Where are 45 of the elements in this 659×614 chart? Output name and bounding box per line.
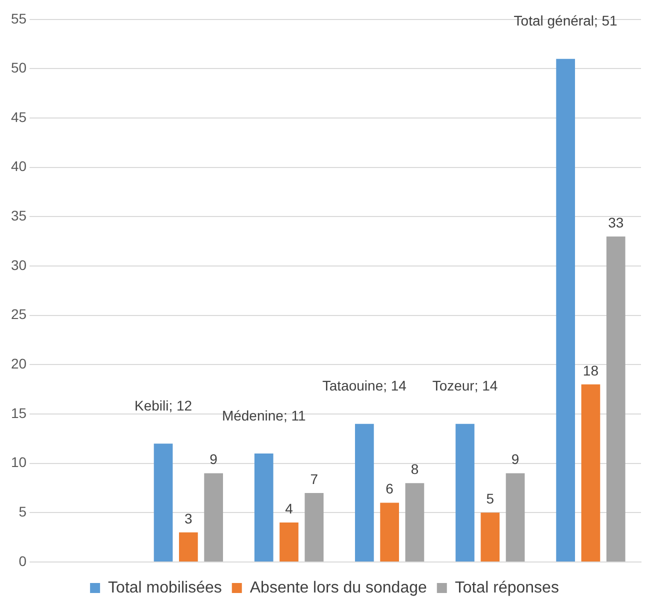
data-label: 6 — [386, 480, 394, 497]
data-label: Médenine; 11 — [222, 407, 306, 424]
data-label: 9 — [210, 451, 218, 468]
data-label: 33 — [608, 214, 624, 230]
data-label: 5 — [486, 490, 494, 507]
data-label: 7 — [310, 470, 318, 487]
data-label: Tozeur; 14 — [432, 378, 498, 394]
data-label: Tataouine; 14 — [322, 378, 407, 394]
bar — [254, 453, 274, 562]
bar — [280, 522, 298, 562]
bar — [405, 483, 424, 562]
y-tick-label: 10 — [10, 454, 27, 470]
bar — [355, 424, 374, 562]
y-tick-label: 35 — [10, 208, 27, 224]
bar — [204, 473, 223, 562]
data-label: 4 — [285, 500, 294, 516]
y-tick-label: 30 — [10, 256, 27, 273]
bar — [179, 532, 198, 562]
y-tick-label: 25 — [10, 306, 27, 322]
data-label: Kebili; 12 — [134, 397, 192, 414]
bar — [456, 424, 474, 562]
data-label: 9 — [511, 451, 520, 468]
bar — [154, 444, 173, 562]
bar — [581, 384, 600, 562]
bar — [556, 58, 575, 562]
y-tick-label: 50 — [10, 60, 27, 76]
y-tick-label: 15 — [10, 404, 27, 421]
y-tick-label: 55 — [10, 10, 27, 26]
bar — [380, 502, 399, 562]
y-tick-label: 5 — [18, 504, 27, 520]
y-tick-label: 45 — [10, 108, 27, 125]
bar — [506, 473, 525, 562]
data-label: 8 — [410, 460, 419, 477]
bar — [480, 512, 500, 562]
legend-label: Total réponses — [454, 579, 559, 596]
bar — [606, 236, 626, 562]
bar — [304, 492, 324, 562]
y-tick-label: 0 — [18, 552, 27, 569]
legend-label: Total mobilisées — [108, 579, 222, 596]
data-label: 3 — [184, 510, 193, 526]
data-label: Total général; 51 — [514, 12, 618, 29]
legend-label: Absente lors du sondage — [250, 579, 427, 596]
y-tick-label: 40 — [10, 158, 27, 174]
data-label: 18 — [582, 362, 599, 378]
y-tick-label: 20 — [10, 356, 27, 372]
